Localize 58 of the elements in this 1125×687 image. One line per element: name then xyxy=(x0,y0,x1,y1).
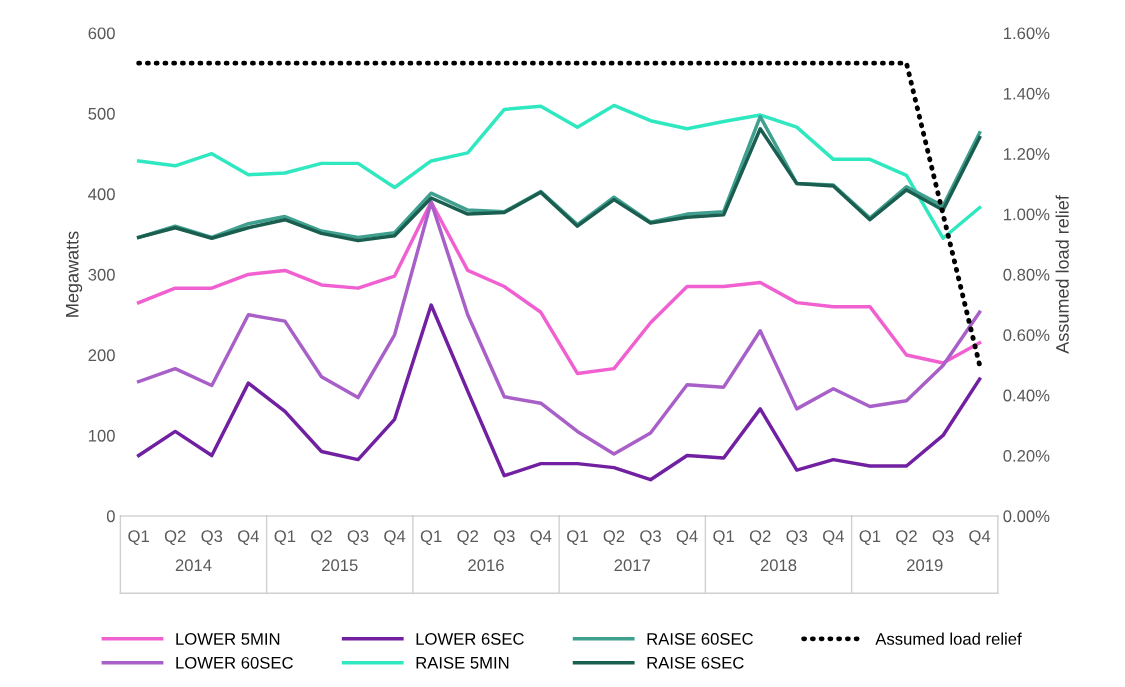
x-tick-label: Q2 xyxy=(603,530,625,546)
legend-label: LOWER 5MIN xyxy=(176,633,280,645)
legend-label: RAISE 60SEC xyxy=(647,633,753,645)
text: 2017 xyxy=(614,559,650,572)
x-tick-label: Q3 xyxy=(786,530,808,546)
x-tick-label: Q4 xyxy=(530,530,552,546)
x-tick-label: Q1 xyxy=(128,530,149,546)
x-tick-label: Q3 xyxy=(932,530,954,546)
x-tick-label: Q4 xyxy=(238,530,259,546)
x-tick-label: Q2 xyxy=(457,530,478,546)
y-tick-label: 0 xyxy=(106,510,115,523)
y2-tick-label: 1.60% xyxy=(1004,27,1050,40)
y2-tick-label: 0.20% xyxy=(1003,449,1050,462)
x-tick-label: Q1 xyxy=(420,530,442,546)
y2-tick-label: 1.40% xyxy=(1004,87,1050,100)
y-tick-label: 600 xyxy=(88,27,115,40)
x-tick-label: Q4 xyxy=(384,530,406,546)
y-tick-label: 100 xyxy=(88,429,115,442)
legend-label: RAISE 6SEC xyxy=(647,656,744,669)
y-tick-label: 400 xyxy=(88,188,115,201)
line-series xyxy=(136,200,982,456)
legend-label: RAISE 5MIN xyxy=(416,656,509,669)
x-tick-label: Q1 xyxy=(859,530,881,546)
y2-tick-label: 1.20% xyxy=(1004,148,1050,160)
x-tick-label: Q4 xyxy=(823,530,844,546)
x-tick-label: Q2 xyxy=(164,530,186,546)
text: 2016 xyxy=(468,559,504,572)
y-tick-label: 200 xyxy=(88,349,115,362)
x-tick-label: Q3 xyxy=(201,530,223,546)
text: 2018 xyxy=(760,559,797,572)
text: 2019 xyxy=(907,559,943,572)
x-tick-label: Q2 xyxy=(749,530,771,546)
y2-tick-label: 0.60% xyxy=(1003,329,1050,342)
y2-tick-label: 0.40% xyxy=(1003,389,1050,402)
y-tick-label: 300 xyxy=(88,268,115,281)
line-series xyxy=(136,303,982,482)
legend-label: LOWER 6SEC xyxy=(416,633,524,645)
y-axis-title: Megawatts xyxy=(65,231,83,317)
y-tick-label: 500 xyxy=(88,107,115,120)
x-tick-label: Q3 xyxy=(493,530,515,546)
x-tick-label: Q3 xyxy=(347,530,369,546)
text: 2014 xyxy=(175,559,212,572)
x-tick-label: Q1 xyxy=(713,530,734,546)
x-tick-label: Q4 xyxy=(676,530,698,546)
x-tick-label: Q1 xyxy=(567,530,588,546)
y2-axis-title: Assumed load relief xyxy=(1055,195,1069,354)
y2-tick-label: 0.80% xyxy=(1003,268,1050,281)
x-tick-label: Q4 xyxy=(969,530,991,546)
legend-label: LOWER 60SEC xyxy=(176,656,293,669)
line-series xyxy=(136,200,982,376)
x-tick-label: Q2 xyxy=(311,530,332,546)
y2-tick-label: 0.00% xyxy=(1003,510,1050,523)
text: 2015 xyxy=(322,559,358,572)
x-tick-label: Q1 xyxy=(274,530,296,546)
y2-tick-label: 1.00% xyxy=(1004,208,1050,221)
x-tick-label: Q2 xyxy=(896,530,917,546)
x-tick-label: Q3 xyxy=(640,530,661,546)
legend-label: Assumed load relief xyxy=(875,632,1022,645)
